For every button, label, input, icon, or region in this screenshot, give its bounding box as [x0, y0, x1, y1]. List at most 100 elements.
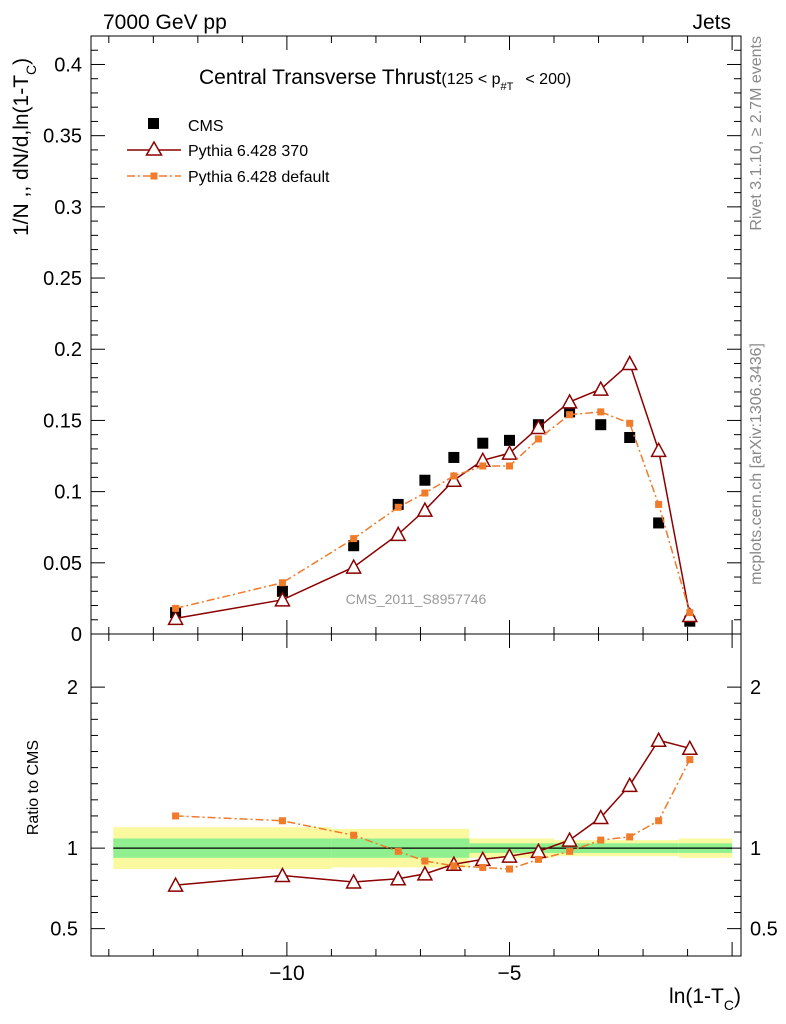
ratio-pythia-370-point — [345, 873, 362, 889]
ratio-pythia-default-point — [655, 817, 663, 825]
chart-title: Central Transverse Thrust(125 < p#T < 200… — [199, 66, 571, 93]
legend-marker-cms — [148, 118, 159, 129]
x-axis-label: ln(1-TC) — [669, 985, 741, 1013]
pythia-default-point — [172, 604, 180, 612]
pythia-370-line — [175, 362, 691, 620]
pythia-default-point — [394, 503, 402, 511]
ratio-pythia-370-point — [592, 808, 610, 825]
ratio-tick-label-left: 0.5 — [50, 919, 78, 941]
legend-marker-pythia-default — [150, 172, 158, 180]
ratio-pythia-370-point — [167, 876, 184, 892]
pythia-370-point — [274, 591, 291, 607]
pythia-370-point — [561, 393, 578, 409]
legend-label-cms: CMS — [188, 118, 224, 135]
pythia-370-point — [445, 471, 463, 487]
y-tick-label: 0.15 — [43, 410, 82, 432]
pythia-default-point — [686, 609, 694, 617]
cms-data-point — [624, 432, 636, 444]
y-tick-label: 0 — [71, 624, 82, 646]
pythia-370-point — [416, 501, 434, 517]
ratio-pythia-default-point — [450, 862, 458, 870]
cms-data-point — [348, 540, 360, 552]
y-tick-label: 0.3 — [54, 197, 82, 219]
x-axis-label-end: ) — [734, 985, 741, 1008]
y-tick-label: 0.1 — [54, 482, 82, 504]
x-axis-label-main: ln(1-T — [669, 985, 724, 1008]
ratio-tick-label-left: 2 — [67, 677, 78, 699]
bottom-panel-frame — [90, 633, 742, 957]
ratio-pythia-default-point — [394, 847, 402, 855]
x-tick-label: −5 — [498, 962, 522, 985]
ratio-pythia-default-point — [479, 863, 487, 871]
pythia-370-point — [650, 441, 667, 458]
y-tick-label: 0.2 — [54, 339, 82, 361]
ratio-pythia-default-point — [505, 865, 513, 873]
top-panel-series — [167, 354, 699, 627]
ratio-tick-label-right: 2 — [750, 677, 761, 699]
process-label: Jets — [692, 11, 731, 34]
chart-title-cut-end: < 200) — [525, 71, 571, 88]
cms-data-point — [448, 451, 460, 463]
pythia-370-point — [345, 558, 362, 574]
pythia-default-point — [534, 435, 542, 443]
ratio-pythia-default-point — [626, 833, 634, 841]
pythia-370-point — [167, 609, 184, 626]
ratio-pythia-370-point — [561, 831, 578, 847]
side-rivet-label: Rivet 3.1.10, ≥ 2.7M events — [748, 36, 765, 231]
pythia-370-point — [592, 380, 610, 396]
pythia-default-point — [566, 411, 574, 419]
ratio-pythia-370-point — [621, 776, 638, 793]
y-axis-label: 1/N ,, dN/d,ln(1-TC) — [10, 58, 39, 236]
ratio-pythia-370-point — [389, 870, 407, 886]
analysis-watermark: CMS_2011_S8957746 — [346, 591, 487, 607]
legend: CMS Pythia 6.428 370 Pythia 6.428 defaul… — [127, 118, 330, 186]
pythia-default-point — [505, 462, 513, 470]
ratio-pythia-370-point — [416, 865, 434, 881]
ratio-pythia-default-point — [566, 847, 574, 855]
ratio-pythia-default-point — [686, 756, 694, 764]
cms-data-point — [595, 419, 607, 431]
pythia-default-line — [175, 411, 691, 613]
chart-title-sub: #T — [501, 81, 514, 93]
chart-title-cut: (125 < p — [441, 71, 500, 88]
ratio-pythia-default-point — [534, 855, 542, 863]
pythia-370-point — [501, 444, 518, 460]
legend-marker-pythia-370 — [145, 140, 163, 156]
ratio-pythia-370-point — [650, 731, 667, 748]
cms-data-point — [419, 474, 431, 486]
pythia-default-point — [655, 500, 663, 508]
side-url-label: mcplots.cern.ch [arXiv:1306.3436] — [748, 343, 765, 585]
y-tick-label: 0.4 — [54, 54, 82, 76]
ratio-axis-label: Ratio to CMS — [25, 740, 42, 835]
cms-data-point — [477, 437, 489, 449]
y-axis-label-sub: C — [23, 65, 39, 75]
ratio-tick-label-right: 0.5 — [750, 919, 778, 941]
x-axis-label-sub: C — [724, 997, 734, 1013]
ratio-pythia-default-point — [278, 817, 286, 825]
y-tick-label: 0.35 — [43, 126, 82, 148]
ratio-pythia-default-point — [350, 831, 358, 839]
ratio-pythia-370-point — [681, 739, 699, 756]
pythia-default-point — [479, 462, 487, 470]
y-axis-label-end: ) — [10, 58, 33, 65]
pythia-default-point — [350, 535, 358, 543]
ratio-pythia-default-point — [172, 812, 180, 820]
ratio-pythia-default-point — [421, 857, 429, 865]
pythia-default-point — [421, 489, 429, 497]
pythia-default-point — [626, 419, 634, 427]
ratio-tick-label-left: 1 — [67, 838, 78, 860]
y-tick-label: 0.05 — [43, 553, 82, 575]
bottom-panel-series — [167, 731, 699, 892]
pythia-default-point — [597, 408, 605, 416]
ratio-pythia-default-line — [175, 759, 691, 870]
energy-label: 7000 GeV pp — [103, 11, 227, 34]
cms-data-point — [653, 517, 665, 529]
cms-data-point — [503, 434, 515, 446]
chart-title-main: Central Transverse Thrust — [199, 66, 442, 89]
x-tick-label: −10 — [269, 962, 305, 985]
bottom-panel-ticks: 0.5 0.5 1 1 2 2 −10 −5 — [50, 634, 778, 985]
ratio-pythia-370-point — [274, 866, 291, 883]
top-panel-ticks: 0 0.05 0.1 0.15 0.2 0.25 0.3 0.35 0.4 — [43, 36, 741, 646]
pythia-default-point — [450, 472, 458, 480]
